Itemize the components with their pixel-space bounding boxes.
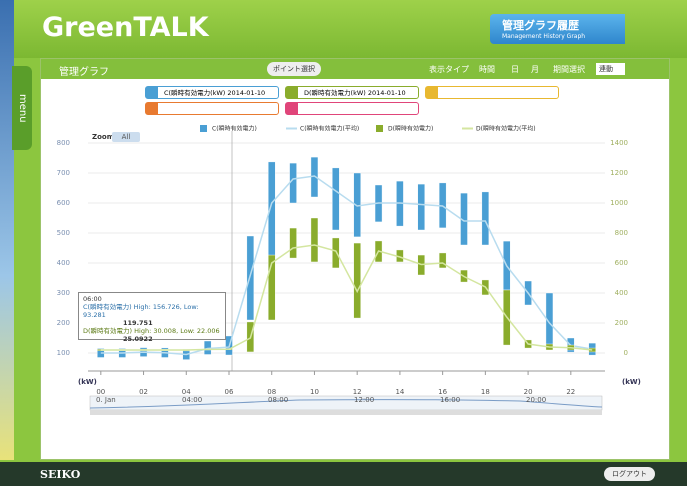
range-bar [332, 168, 339, 230]
x-tick-label: 02 [139, 388, 148, 396]
x-tick-label: 12 [353, 388, 362, 396]
y-tick-label: 400 [57, 259, 70, 267]
zoom-all[interactable]: All [122, 133, 131, 141]
y2-tick-label: 1000 [610, 199, 628, 207]
logout-button[interactable]: ログアウト [604, 467, 655, 481]
y-tick-label: 200 [57, 319, 70, 327]
legend-label: D(瞬時有効電力(平均) [476, 125, 536, 133]
x-tick-label: 22 [566, 388, 575, 396]
y2-tick-label: 0 [624, 349, 628, 357]
y2-tick-label: 200 [615, 319, 628, 327]
navigator-label: 04:00 [182, 396, 202, 404]
range-bar [418, 184, 425, 230]
legend-swatch [376, 125, 383, 132]
y2-tick-label: 600 [615, 259, 628, 267]
legend-label: D(瞬時有効電力) [388, 125, 433, 133]
x-tick-label: 14 [395, 388, 404, 396]
x-tick-label: 20 [524, 388, 533, 396]
y-tick-label: 300 [57, 289, 70, 297]
tooltip-c: C(瞬時有効電力) High: 156.726, Low: 93.281 [83, 303, 221, 319]
x-tick-label: 08 [267, 388, 276, 396]
range-bar [354, 243, 361, 318]
y-axis-label: (kW) [78, 378, 97, 386]
range-bar [290, 228, 297, 258]
tooltip-c-avg: 119.751 [83, 319, 221, 327]
x-tick-label: 00 [96, 388, 105, 396]
tooltip-time: 06:00 [83, 295, 221, 303]
range-bar [311, 218, 318, 262]
y2-tick-label: 800 [615, 229, 628, 237]
y2-tick-label: 400 [615, 289, 628, 297]
y2-axis-label: (kW) [622, 378, 641, 386]
range-bar [439, 253, 446, 268]
tooltip: 06:00 C(瞬時有効電力) High: 156.726, Low: 93.2… [78, 292, 226, 340]
y-tick-label: 700 [57, 169, 70, 177]
y2-tick-label: 1200 [610, 169, 628, 177]
scrollbar[interactable] [90, 410, 602, 415]
range-bar [332, 238, 339, 268]
x-tick-label: 04 [182, 388, 191, 396]
y-tick-label: 800 [57, 139, 70, 147]
zoom-label: Zoom [92, 133, 114, 141]
range-bar [482, 192, 489, 245]
navigator-label: 16:00 [440, 396, 460, 404]
footer: SEIKO ログアウト [0, 462, 687, 486]
x-tick-label: 18 [481, 388, 490, 396]
x-tick-label: 06 [225, 388, 234, 396]
range-bar [290, 163, 297, 203]
tooltip-d-avg: 25.0922 [83, 335, 221, 343]
legend-swatch [200, 125, 207, 132]
navigator-label: 08:00 [268, 396, 288, 404]
navigator-label: 12:00 [354, 396, 374, 404]
y2-tick-label: 1400 [610, 139, 628, 147]
navigator-label: 0. Jan [96, 396, 116, 404]
chart: Zoom All (kW) (kW) 100200300400500600700… [0, 0, 687, 486]
legend-label: C(瞬時有効電力(平均) [300, 125, 359, 133]
range-bar [247, 236, 254, 320]
tooltip-d: D(瞬時有効電力) High: 30.008, Low: 22.006 [83, 327, 221, 335]
y-tick-label: 600 [57, 199, 70, 207]
y-tick-label: 100 [57, 349, 70, 357]
legend-label: C(瞬時有効電力) [212, 125, 257, 133]
x-tick-label: 10 [310, 388, 319, 396]
brand: SEIKO [40, 468, 80, 481]
navigator-label: 20:00 [526, 396, 546, 404]
y-tick-label: 500 [57, 229, 70, 237]
x-tick-label: 16 [438, 388, 447, 396]
page: GreenTALK 管理グラフ履歴 Management History Gra… [0, 0, 687, 486]
